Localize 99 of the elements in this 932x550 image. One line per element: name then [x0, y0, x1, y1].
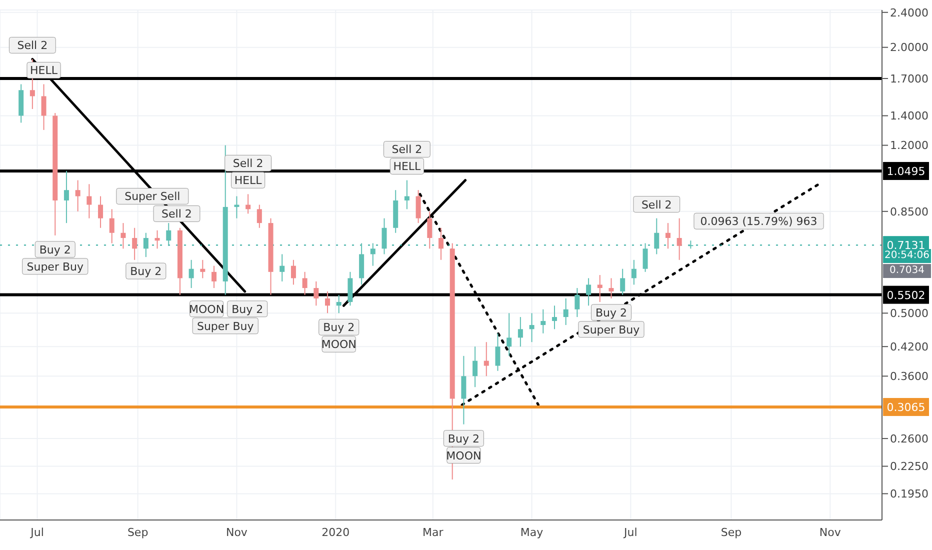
candlestick: [438, 227, 444, 260]
candlestick: [290, 259, 296, 286]
candlestick: [404, 180, 410, 210]
candlestick: [256, 204, 262, 228]
y-tick-label: 0.4200: [890, 340, 928, 354]
x-tick-label: Sep: [720, 526, 742, 539]
annotation: MOON: [321, 338, 356, 352]
candlestick: [676, 218, 682, 260]
annotation: Sell 2: [392, 143, 422, 156]
annotation: Buy 2: [39, 243, 71, 256]
y-tick-label: 0.8500: [890, 205, 928, 218]
candlestick: [348, 271, 353, 306]
y-tick-label: 0.3600: [890, 370, 928, 384]
candlestick: [506, 312, 512, 356]
candlestick: [574, 288, 580, 318]
candlestick: [472, 346, 478, 388]
annotation: Sell 2: [641, 198, 672, 212]
candlestick: [495, 332, 500, 372]
candlestick: [120, 222, 126, 250]
candlestick: [41, 84, 46, 130]
candlestick: [586, 278, 592, 306]
candlestick: [166, 222, 172, 246]
annotation: HELL: [393, 160, 422, 174]
y-tick-label: 1.7000: [890, 72, 928, 86]
candlestick: [461, 355, 466, 425]
candlestick: [382, 218, 387, 255]
annotation: HELL: [30, 64, 58, 78]
annotation: Buy 2: [448, 432, 480, 446]
candlestick: [518, 316, 523, 348]
y-tick-label: 1.2000: [890, 139, 928, 152]
annotation: Sell 2: [17, 39, 48, 52]
x-tick-label: Nov: [819, 526, 842, 539]
x-tick-label: Jul: [623, 526, 638, 539]
annotation: Buy 2: [595, 306, 628, 320]
annotation: Super Buy: [26, 260, 84, 274]
candlestick: [529, 312, 534, 343]
candlestick: [280, 254, 285, 282]
candlestick: [359, 242, 364, 286]
candlestick: [540, 308, 546, 334]
x-tick-label: Sep: [127, 526, 148, 539]
ref-line-label: 0.5502: [886, 288, 926, 302]
annotation: Buy 2: [232, 302, 264, 316]
y-tick-label: 1.4000: [890, 110, 928, 123]
candlestick: [132, 227, 138, 260]
candlestick: [75, 180, 80, 212]
annotation: Buy 2: [130, 265, 162, 278]
annotation: Sell 2: [232, 157, 264, 170]
candlestick: [654, 218, 660, 255]
candlestick: [642, 242, 648, 272]
candlestick: [427, 210, 432, 250]
candlestick: [200, 259, 206, 279]
candlestick: [234, 196, 240, 219]
text: 0.7034: [883, 264, 931, 278]
ref-line-label: 1.0495: [886, 164, 926, 178]
annotation: Super Buy: [196, 320, 254, 333]
y-tick-label: 0.2250: [890, 460, 928, 474]
candlestick: [552, 305, 557, 330]
annotation: Buy 2: [323, 321, 355, 334]
x-tick-label: Jul: [30, 526, 44, 539]
candlestick: [154, 230, 160, 250]
candlestick: [64, 170, 69, 224]
y-tick-label: 0.2600: [890, 432, 928, 446]
candlestick: [109, 208, 114, 244]
candlestick: [597, 274, 602, 302]
candlestick: [484, 342, 489, 377]
annotation: Super Buy: [582, 323, 640, 336]
annotation: HELL: [234, 174, 263, 188]
candlestick: [620, 268, 626, 296]
candlestick: [665, 222, 670, 250]
y-tick-label: 2.0000: [890, 41, 928, 54]
candlestick: [314, 280, 319, 306]
annotation: 0.0963 (15.79%) 963: [700, 215, 818, 228]
candlestick: [631, 259, 636, 286]
x-tick-label: Mar: [422, 526, 444, 539]
candlestick: [370, 242, 376, 266]
candlestick: [608, 278, 614, 299]
x-tick-label: Nov: [226, 526, 248, 539]
ref-line-label: 0.3065: [886, 400, 926, 414]
candlestick: [98, 196, 104, 228]
y-tick-label: 0.5000: [890, 307, 928, 320]
annotation: Sell 2: [162, 208, 192, 221]
y-tick-label: 2.4000: [890, 6, 928, 20]
text: 20:54:06: [883, 249, 931, 263]
annotation: MOON: [189, 302, 224, 316]
candlestick: [325, 290, 330, 314]
candlestick: [143, 232, 148, 258]
candlestick: [246, 194, 251, 214]
candlestick: [563, 298, 568, 326]
x-tick-label: 2020: [322, 526, 350, 539]
candlestick: [416, 190, 421, 224]
annotation: MOON: [446, 449, 482, 462]
candlestick: [302, 271, 308, 296]
y-tick-label: 0.1950: [890, 488, 928, 501]
candlestick: [212, 265, 217, 289]
candlestick: [86, 184, 92, 219]
x-tick-label: May: [520, 526, 544, 539]
annotation: Super Sell: [124, 190, 180, 204]
candlestick: [336, 294, 342, 314]
candlestick: [188, 259, 194, 289]
